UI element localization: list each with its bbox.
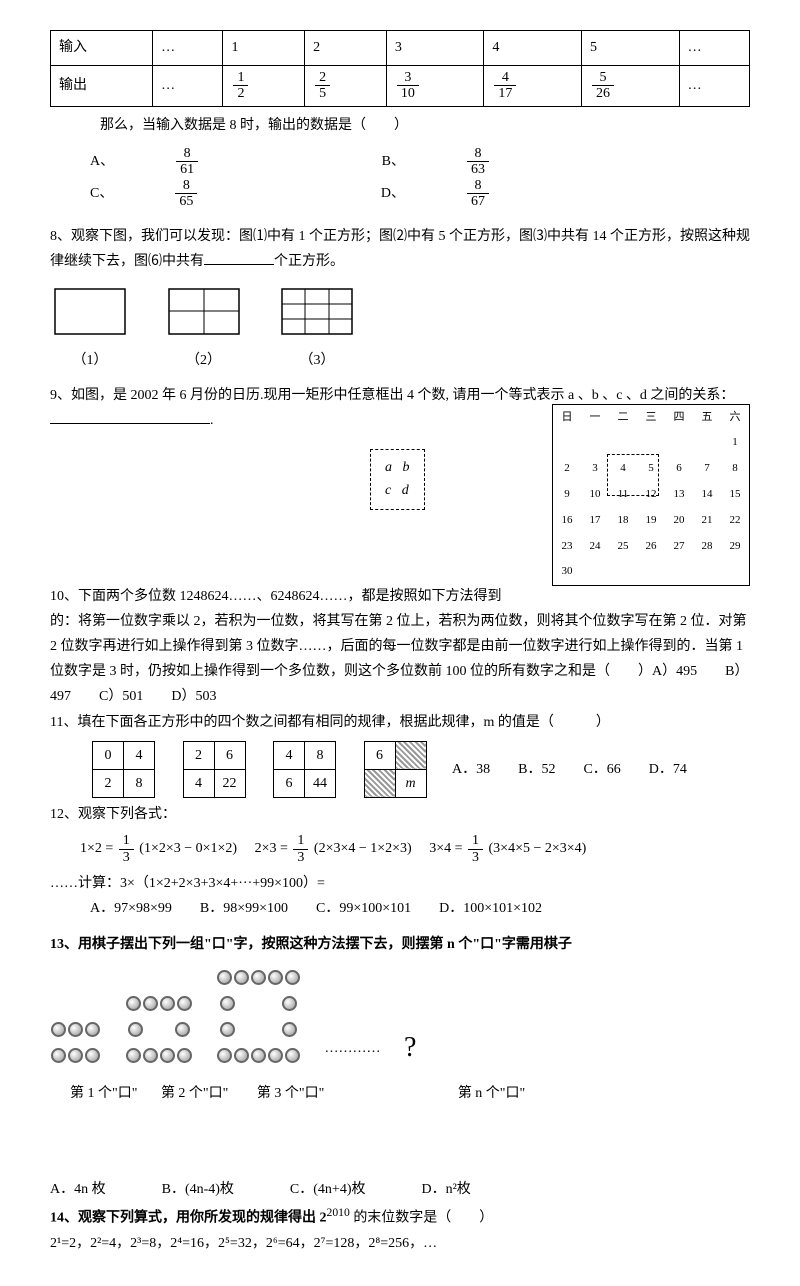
frac-cell: 25 xyxy=(305,66,387,107)
cell: … xyxy=(679,31,749,66)
cell: … xyxy=(153,31,223,66)
q11-grids: 0428 26422 48644 6m A．38 B．52 C．66 D．74 xyxy=(80,741,750,798)
square-3-icon xyxy=(277,284,357,339)
q13-stones: ………… ? xyxy=(50,969,750,1074)
q12-head: 12、观察下列各式： xyxy=(50,802,750,827)
q10-l1: 10、下面两个多位数 1248624……、6248624……，都是按照如下方法得… xyxy=(50,584,750,609)
q13-choices: A．4n 枚 B．(4n-4)枚 C．(4n+4)枚 D．n²枚 xyxy=(50,1177,750,1202)
q7-stem: 那么，当输入数据是 8 时，输出的数据是（ ） xyxy=(100,113,750,138)
cell: 5 xyxy=(582,31,680,66)
q7-choices: A、861 B、863 C、865 D、867 xyxy=(90,146,750,210)
cell: … xyxy=(153,66,223,107)
io-table: 输入 … 1 2 3 4 5 … 输出 … 12 25 310 417 526 … xyxy=(50,30,750,107)
cell: 输出 xyxy=(51,66,153,107)
frac-cell: 310 xyxy=(386,66,484,107)
q8-figures: （1） （2） （3） xyxy=(50,284,750,373)
q13-text: 13、用棋子摆出下列一组"口"字，按照这种方法摆下去，则摆第 n 个"口"字需用… xyxy=(50,932,750,957)
q14-l1: 14、观察下列算式，用你所发现的规律得出 22010 的末位数字是（ ） xyxy=(50,1202,750,1231)
q12-equations: 1×2 = 13 (1×2×3 − 0×1×2) 2×3 = 13 (2×3×4… xyxy=(80,833,750,865)
q9-figure: a b c d 日一二三四五六 1 2345678 9101112131415 … xyxy=(50,439,750,574)
cell: 输入 xyxy=(51,31,153,66)
q12-l2: ……计算：3×（1×2+2×3+3×4+···+99×100）= xyxy=(50,871,750,896)
q8-text: 8、观察下图，我们可以发现：图⑴中有 1 个正方形；图⑵中有 5 个正方形，图⑶… xyxy=(50,224,750,274)
q12-choices: A．97×98×99 B．98×99×100 C．99×100×101 D．10… xyxy=(90,896,750,921)
cell: 1 xyxy=(223,31,305,66)
frac-cell: 12 xyxy=(223,66,305,107)
cell: 4 xyxy=(484,31,582,66)
cell: … xyxy=(679,66,749,107)
frac-cell: 417 xyxy=(484,66,582,107)
cell: 2 xyxy=(305,31,387,66)
abcd-box: a b c d xyxy=(370,449,425,511)
q14-l2: 2¹=2，2²=4，2³=8，2⁴=16，2⁵=32，2⁶=64，2⁷=128，… xyxy=(50,1231,750,1256)
q13-labels: 第 1 个"口" 第 2 个"口" 第 3 个"口" 第 n 个"口" xyxy=(70,1081,750,1106)
square-2-icon xyxy=(164,284,244,339)
calendar: 日一二三四五六 1 2345678 9101112131415 16171819… xyxy=(552,404,750,587)
cell: 3 xyxy=(386,31,484,66)
q10-l2: 的：将第一位数字乘以 2，若积为一位数，将其写在第 2 位上，若积为两位数，则将… xyxy=(50,609,750,710)
q11-text: 11、填在下面各正方形中的四个数之间都有相同的规律，根据此规律，m 的值是（ ） xyxy=(50,710,750,735)
frac-cell: 526 xyxy=(582,66,680,107)
square-1-icon xyxy=(50,284,130,339)
